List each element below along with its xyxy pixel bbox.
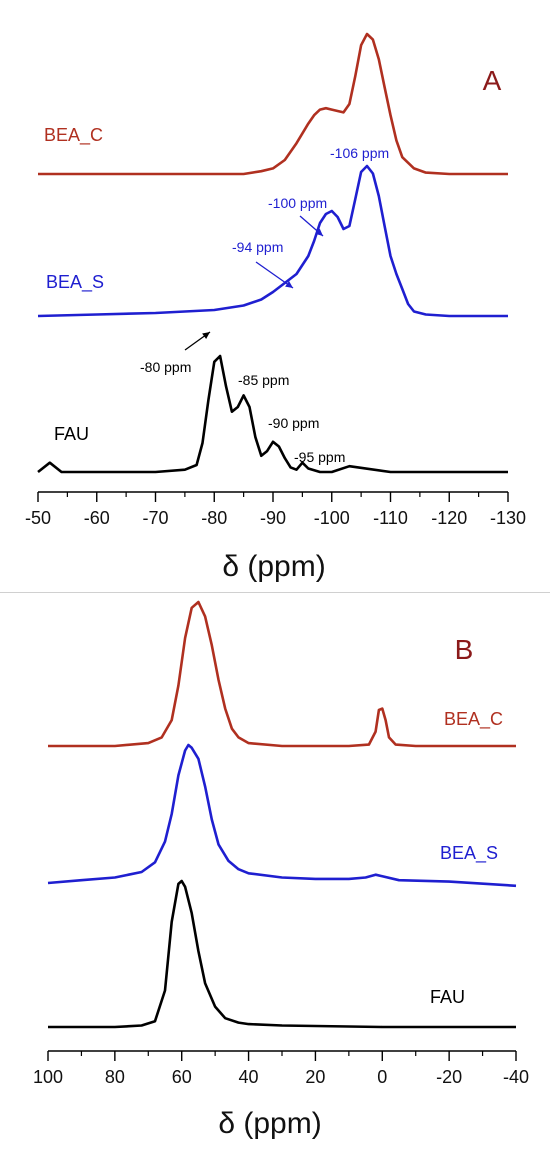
series-label-bea-s: BEA_S [440, 843, 498, 864]
annotation-label: -90 ppm [268, 415, 319, 431]
x-tick-label: -20 [436, 1067, 462, 1087]
panel-b-xlabel: δ (ppm) [218, 1107, 321, 1140]
x-tick-label: 60 [172, 1067, 192, 1087]
x-tick-label: -60 [84, 508, 110, 528]
series-line-fau [37, 354, 508, 474]
x-tick-label: 40 [239, 1067, 259, 1087]
annotation-arrow [255, 261, 294, 289]
x-tick-label: 80 [105, 1067, 125, 1087]
x-tick-label: -80 [201, 508, 227, 528]
annotation-arrowhead [315, 228, 323, 236]
series-label-fau: FAU [54, 424, 89, 444]
annotation-label: -106 ppm [330, 145, 389, 161]
x-tick-label: -70 [142, 508, 168, 528]
panel-a: A δ (ppm) -50 -60 -70 -80 -90 -100 -110 -120 -13… [24, 32, 527, 583]
series-line-fau [48, 879, 516, 1029]
x-tick-label: -110 [373, 508, 408, 528]
annotation-arrowhead [285, 281, 293, 288]
series-line-bea-s [47, 743, 517, 888]
chart-a: A δ (ppm) -50 -60 -70 -80 -90 -100 -110 -120 -13… [25, 32, 526, 583]
chart-b: B δ (ppm) 100 80 60 40 20 0 -20 -40 BEA_C BEA_S FA… [33, 600, 529, 1140]
annotation-label: -95 ppm [294, 449, 345, 465]
series-line-bea-s [37, 164, 508, 318]
annotation-label: -100 ppm [268, 195, 327, 211]
x-tick-label: -40 [503, 1067, 529, 1087]
annotation-label: -94 ppm [232, 239, 283, 255]
series-label-bea-c: BEA_C [44, 125, 103, 146]
panel-a-label: A [483, 65, 502, 96]
series-line-bea-c [48, 600, 516, 748]
panel-a-xlabel: δ (ppm) [222, 550, 325, 583]
series-label-fau: FAU [430, 987, 465, 1007]
x-tick-label: -90 [260, 508, 286, 528]
x-tick-label: 20 [305, 1067, 325, 1087]
series-label-bea-c: BEA_C [444, 709, 503, 730]
annotation-label: -85 ppm [238, 372, 289, 388]
x-tick-label: -130 [490, 508, 526, 528]
series-line-bea-c [38, 32, 508, 176]
annotation-arrowhead [202, 332, 210, 340]
annotation-label: -80 ppm [140, 359, 191, 375]
x-tick-label: 100 [33, 1067, 63, 1087]
x-tick-label: 0 [377, 1067, 387, 1087]
x-tick-label: -50 [25, 508, 51, 528]
series-label-bea-s: BEA_S [46, 272, 104, 293]
x-tick-label: -120 [431, 508, 467, 528]
x-tick-label: -100 [314, 508, 350, 528]
panel-b-label: B [455, 634, 474, 665]
panel-b: B δ (ppm) 100 80 60 40 20 0 -20 -40 BEA_C BEA_S FA… [0, 592, 550, 1152]
